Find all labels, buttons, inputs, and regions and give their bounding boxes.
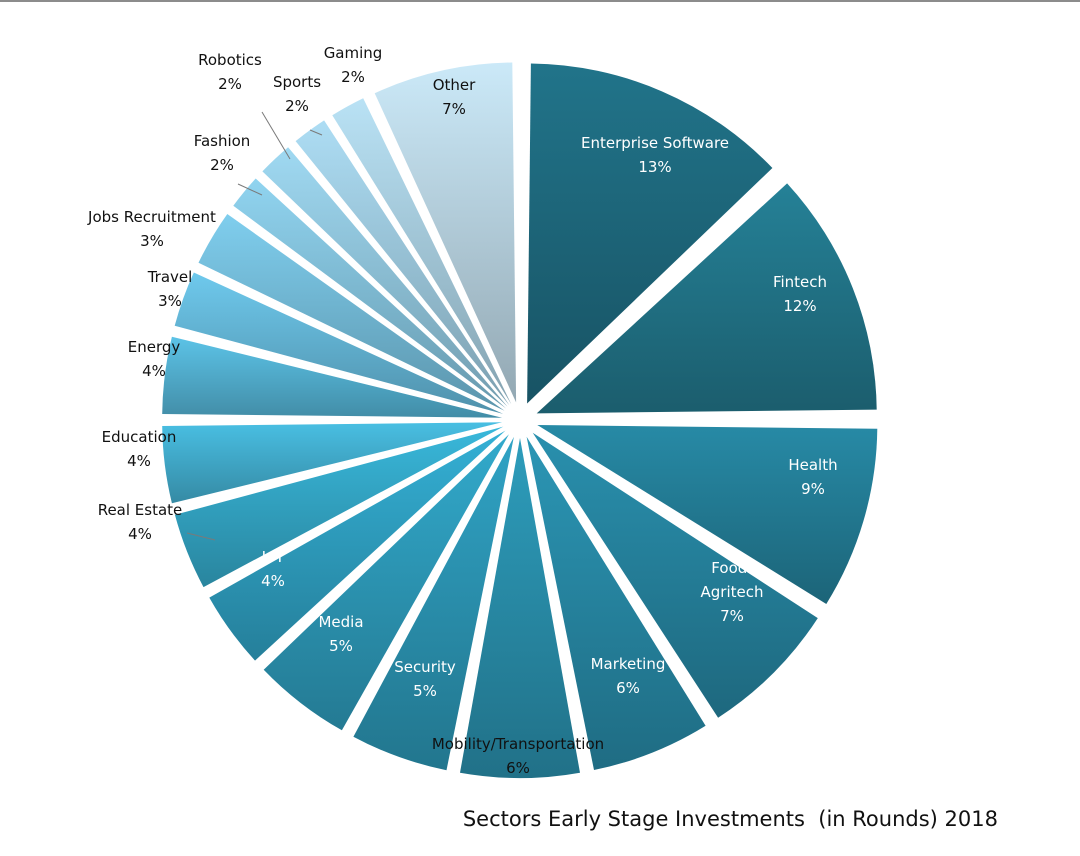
data-label-name: Travel xyxy=(147,268,193,286)
data-label-jobs-recruitment: Jobs Recruitment 3% xyxy=(87,208,216,250)
data-label-percent: 5% xyxy=(413,682,437,700)
pie-slice-travel xyxy=(174,272,504,414)
data-label-percent: 2% xyxy=(210,156,234,174)
pie-slice-fashion xyxy=(233,178,507,409)
data-label-name: Energy xyxy=(128,338,181,356)
data-label-energy: Energy 4% xyxy=(128,338,181,380)
data-label-marketing: Marketing 6% xyxy=(591,655,666,697)
data-label-other: Other 7% xyxy=(433,76,476,118)
pie-slice-mobility-transportation xyxy=(460,438,580,779)
pie-slice-robotics xyxy=(262,147,508,407)
pie-slice-jobs-recruitment xyxy=(198,214,505,411)
data-label-percent: 4% xyxy=(127,452,151,470)
data-label-name: Fashion xyxy=(194,132,251,150)
data-label-name: Media xyxy=(318,613,363,631)
pie-slice-iot xyxy=(209,430,506,661)
data-label-percent: 5% xyxy=(329,637,353,655)
data-label-real-estate: Real Estate 4% xyxy=(98,501,183,543)
leader-line-real-estate xyxy=(186,532,216,541)
data-label-percent: 9% xyxy=(801,480,825,498)
data-label-percent: 3% xyxy=(158,292,182,310)
pie-slice-food-agritech xyxy=(532,432,818,718)
pie-slice-health xyxy=(537,425,878,604)
data-label-security: Security 5% xyxy=(394,658,456,700)
pie-slice-other xyxy=(374,62,517,403)
leader-line-robotics xyxy=(261,111,291,160)
data-label-name: Security xyxy=(394,658,456,676)
data-label-education: Education 4% xyxy=(102,428,177,470)
pie-slice-gaming xyxy=(332,98,512,405)
data-label-percent: 4% xyxy=(128,525,152,543)
data-label-robotics: Robotics 2% xyxy=(198,51,262,93)
data-label-name: Agritech xyxy=(701,583,764,601)
data-label-name: Sports xyxy=(273,73,321,91)
data-label-percent: 6% xyxy=(506,759,530,777)
data-label-name: Robotics xyxy=(198,51,262,69)
pie-slice-security xyxy=(353,436,514,771)
data-label-name: Marketing xyxy=(591,655,666,673)
leader-line-fashion xyxy=(237,183,263,196)
data-label-name: Real Estate xyxy=(98,501,183,519)
data-label-fintech: Fintech 12% xyxy=(773,273,827,315)
data-label-gaming: Gaming 2% xyxy=(324,44,383,86)
data-label-name: Enterprise Software xyxy=(581,134,729,152)
data-label-percent: 12% xyxy=(783,297,816,315)
data-label-food-agritech: Food- Agritech 7% xyxy=(701,559,764,625)
data-label-percent: 7% xyxy=(442,100,466,118)
data-label-name: Education xyxy=(102,428,177,446)
data-label-percent: 4% xyxy=(261,572,285,590)
data-label-name: Fintech xyxy=(773,273,827,291)
data-label-percent: 4% xyxy=(142,362,166,380)
data-label-mobility-transportation: Mobility/Transportation 6% xyxy=(432,735,604,777)
data-label-health: Health 9% xyxy=(788,456,837,498)
data-label-percent: 13% xyxy=(638,158,671,176)
data-label-percent: 2% xyxy=(218,75,242,93)
data-label-fashion: Fashion 2% xyxy=(194,132,251,174)
data-label-percent: 2% xyxy=(285,97,309,115)
pie-slice-sports xyxy=(295,120,510,406)
data-label-percent: 3% xyxy=(140,232,164,250)
pie-slice-media xyxy=(263,434,509,731)
data-label-name: Other xyxy=(433,76,476,94)
data-label-iot: IoT 4% xyxy=(261,548,285,590)
data-label-percent: 6% xyxy=(616,679,640,697)
data-label-name: Food- xyxy=(711,559,752,577)
data-label-name: Gaming xyxy=(324,44,383,62)
pie-slice-education xyxy=(162,422,503,504)
data-label-travel: Travel 3% xyxy=(147,268,193,310)
pie-slice-energy xyxy=(162,336,503,418)
data-label-percent: 7% xyxy=(720,607,744,625)
data-label-name: Health xyxy=(788,456,837,474)
data-label-name: Mobility/Transportation xyxy=(432,735,604,753)
data-label-media: Media 5% xyxy=(318,613,363,655)
chart-title: Sectors Early Stage Investments (in Roun… xyxy=(462,807,998,831)
data-label-percent: 2% xyxy=(341,68,365,86)
data-label-name: IoT xyxy=(262,548,286,566)
pie-slice-enterprise-software xyxy=(527,63,773,404)
leader-line-sports xyxy=(309,129,323,136)
pie-slice-fintech xyxy=(536,183,877,414)
data-label-name: Jobs Recruitment xyxy=(87,208,216,226)
pie-slice-real-estate xyxy=(174,426,504,588)
data-label-sports: Sports 2% xyxy=(273,73,321,115)
data-label-enterprise-software: Enterprise Software 13% xyxy=(581,134,729,176)
pie-slice-marketing xyxy=(526,436,706,770)
